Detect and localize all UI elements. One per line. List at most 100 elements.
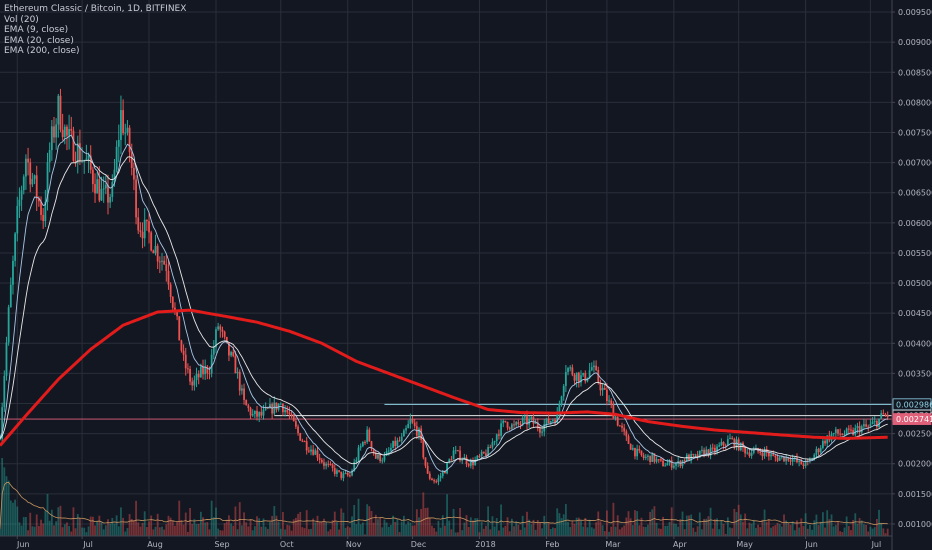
- candle-body: [804, 460, 807, 466]
- candle-body: [564, 372, 567, 386]
- volume-bar: [536, 520, 539, 536]
- candle-body: [780, 456, 783, 458]
- candle-body: [145, 219, 148, 222]
- volume-bar: [327, 531, 330, 536]
- volume-bar: [802, 526, 805, 536]
- candle-body: [353, 462, 356, 471]
- volume-bar: [331, 520, 334, 536]
- candle-body: [5, 342, 8, 376]
- candle-body: [662, 460, 664, 467]
- volume-bar: [107, 519, 109, 536]
- candle-body: [251, 414, 254, 416]
- volume-bar: [668, 521, 671, 536]
- volume-bar: [729, 527, 731, 536]
- candle-body: [174, 307, 176, 311]
- volume-bar: [573, 523, 576, 536]
- candle-body: [558, 404, 561, 412]
- volume-bar: [776, 522, 779, 536]
- volume-bar: [245, 522, 248, 536]
- candle-body: [124, 132, 127, 134]
- candle-body: [498, 434, 500, 436]
- volume-bar: [575, 517, 578, 536]
- candle-body: [394, 440, 397, 447]
- volume-bar: [210, 500, 213, 536]
- time-tick-label: Jun: [804, 540, 818, 549]
- legend-ema9[interactable]: EMA (9, close): [4, 25, 69, 36]
- volume-bar: [299, 511, 302, 536]
- volume-bar: [307, 529, 310, 536]
- candle-body: [601, 388, 604, 391]
- volume-bar: [526, 511, 528, 536]
- legend-ema200[interactable]: EMA (200, close): [4, 46, 80, 57]
- candle-body: [705, 449, 708, 456]
- candle-body: [461, 459, 464, 461]
- candle-body: [718, 445, 721, 447]
- candle-body: [638, 448, 641, 451]
- volume-bar: [387, 526, 390, 536]
- volume-bar: [713, 519, 716, 536]
- volume-bar: [746, 528, 749, 536]
- symbol-title[interactable]: Ethereum Classic / Bitcoin, 1D, BITFINEX: [4, 4, 187, 14]
- volume-bar: [519, 529, 522, 536]
- volume-bar: [552, 527, 554, 536]
- volume-bar: [767, 520, 770, 536]
- volume-bar: [830, 514, 833, 536]
- volume-bar: [593, 528, 595, 536]
- candle-body: [478, 455, 481, 457]
- volume-bar: [634, 510, 636, 536]
- candle-body: [612, 404, 615, 419]
- volume-bar: [772, 526, 775, 536]
- candle-body: [752, 449, 755, 453]
- candle-body: [640, 450, 643, 456]
- volume-bar: [547, 522, 550, 536]
- volume-bar: [703, 518, 705, 536]
- candle-body: [76, 143, 79, 164]
- candle-body: [12, 260, 14, 285]
- volume-bar: [374, 514, 377, 536]
- candle-body: [418, 428, 420, 436]
- volume-bar: [787, 523, 790, 536]
- volume-bar: [489, 529, 492, 536]
- candle-body: [510, 424, 513, 429]
- candle-body: [327, 463, 330, 465]
- candle-body: [390, 447, 392, 451]
- volume-bar: [688, 515, 690, 536]
- candle-body: [800, 460, 803, 465]
- volume-bar: [303, 528, 306, 536]
- volume-bar: [405, 524, 407, 536]
- volume-bar: [783, 514, 785, 536]
- candle-body: [96, 179, 99, 194]
- candle-body: [713, 447, 716, 452]
- volume-bar: [342, 512, 345, 536]
- volume-bar: [478, 532, 481, 536]
- candle-body: [381, 460, 384, 462]
- candle-body: [536, 422, 539, 429]
- legend-vol[interactable]: Vol (20): [4, 14, 39, 25]
- volume-bar: [377, 519, 379, 536]
- volume-bar: [206, 522, 209, 536]
- candle-body: [357, 447, 360, 460]
- time-tick-label: Sep: [214, 540, 229, 549]
- candle-body: [74, 160, 77, 164]
- volume-bar: [76, 514, 79, 536]
- volume-bar: [780, 526, 783, 536]
- candle-body: [187, 368, 189, 370]
- volume-bar: [869, 526, 872, 536]
- volume-bar: [441, 515, 444, 536]
- volume-bar: [42, 523, 45, 536]
- volume-bar: [597, 511, 600, 536]
- volume-bar: [651, 509, 654, 536]
- volume-bar: [685, 515, 688, 536]
- volume-bar: [819, 521, 822, 536]
- candle-body: [424, 457, 427, 466]
- volume-bar: [143, 511, 146, 536]
- candle-body: [474, 459, 477, 466]
- candle-body: [495, 434, 498, 442]
- legend-ema20[interactable]: EMA (20, close): [4, 35, 74, 46]
- volume-bar: [133, 520, 135, 536]
- volume-bar: [340, 508, 343, 536]
- time-axis[interactable]: Jun Jul Aug Sep Oct Nov Dec 2018 Feb Mar Apr May Jun…: [0, 535, 892, 549]
- volume-bar: [180, 519, 183, 536]
- candle-body: [407, 423, 410, 429]
